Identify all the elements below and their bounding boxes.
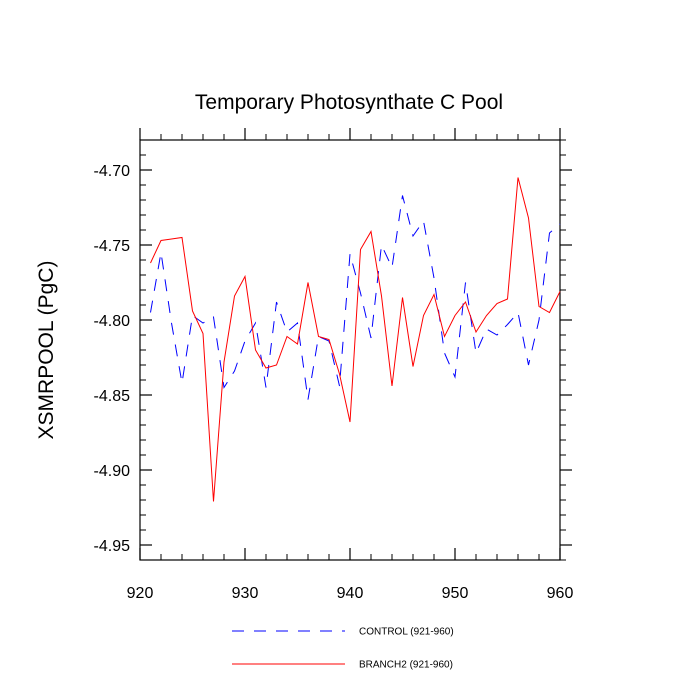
y-tick-label: -4.75 (94, 238, 131, 255)
y-tick-label: -4.85 (94, 388, 131, 405)
series-lines (150, 177, 561, 502)
y-tick-label: -4.90 (94, 463, 131, 480)
plot-frame (139, 139, 561, 561)
x-tick-label: 950 (442, 585, 469, 602)
legend-label: CONTROL (921-960) (359, 627, 454, 638)
y-axis-label: XSMRPOOL (PgC) (35, 261, 58, 440)
y-tick-label: -4.80 (94, 313, 131, 330)
x-tick-label: 920 (127, 585, 154, 602)
series-line-control (150, 195, 561, 400)
y-tick-label: -4.70 (94, 163, 131, 180)
axis-ticks: 920 930 940 950 960 -4.95 -4.90 -4.85 -4.80 -4.75… (94, 128, 574, 602)
y-tick-label: -4.95 (94, 538, 131, 555)
x-tick-label: 930 (232, 585, 259, 602)
legend: CONTROL (921-960) BRANCH2 (921-960) (232, 627, 454, 671)
chart-title: Temporary Photosynthate C Pool (195, 91, 503, 114)
x-tick-label: 960 (547, 585, 574, 602)
x-tick-label: 940 (337, 585, 364, 602)
series-line-branch2 (150, 177, 561, 502)
legend-label: BRANCH2 (921-960) (359, 660, 453, 671)
